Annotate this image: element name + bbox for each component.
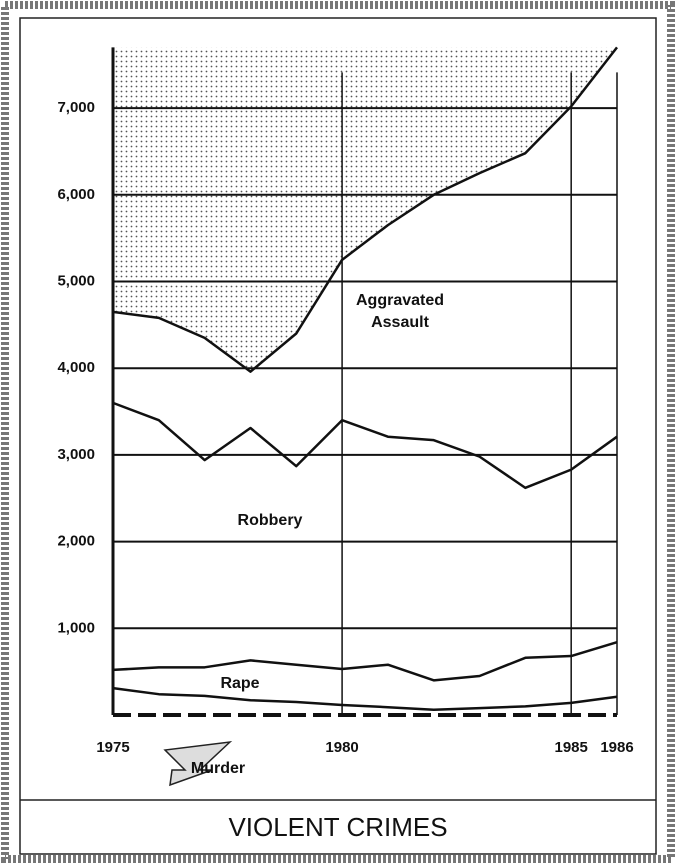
murder-arrow	[163, 740, 233, 787]
x-tick-label: 1986	[600, 739, 633, 756]
chart-title: VIOLENT CRIMES	[228, 812, 448, 842]
series-label: Aggravated Assault	[355, 292, 445, 331]
series-label: Robbery	[237, 512, 303, 529]
series-label: Murder	[190, 760, 246, 777]
y-tick-label: 7,000	[57, 99, 95, 116]
series-line	[112, 686, 618, 712]
y-tick-label: 4,000	[57, 359, 95, 376]
series-line	[112, 401, 618, 490]
series-label: Rape	[220, 675, 260, 692]
y-tick-label: 2,000	[57, 533, 95, 550]
frame-inner	[19, 17, 657, 855]
y-tick-label: 6,000	[57, 186, 95, 203]
series-line	[112, 640, 618, 682]
x-tick-label: 1985	[554, 739, 587, 756]
x-tick-label: 1975	[96, 739, 129, 756]
series-line	[112, 46, 618, 373]
y-tick-label: 1,000	[57, 619, 95, 636]
x-tick-label: 1980	[325, 739, 358, 756]
area-fill	[113, 47, 617, 372]
y-tick-label: 5,000	[57, 272, 95, 289]
y-tick-label: 3,000	[57, 446, 95, 463]
